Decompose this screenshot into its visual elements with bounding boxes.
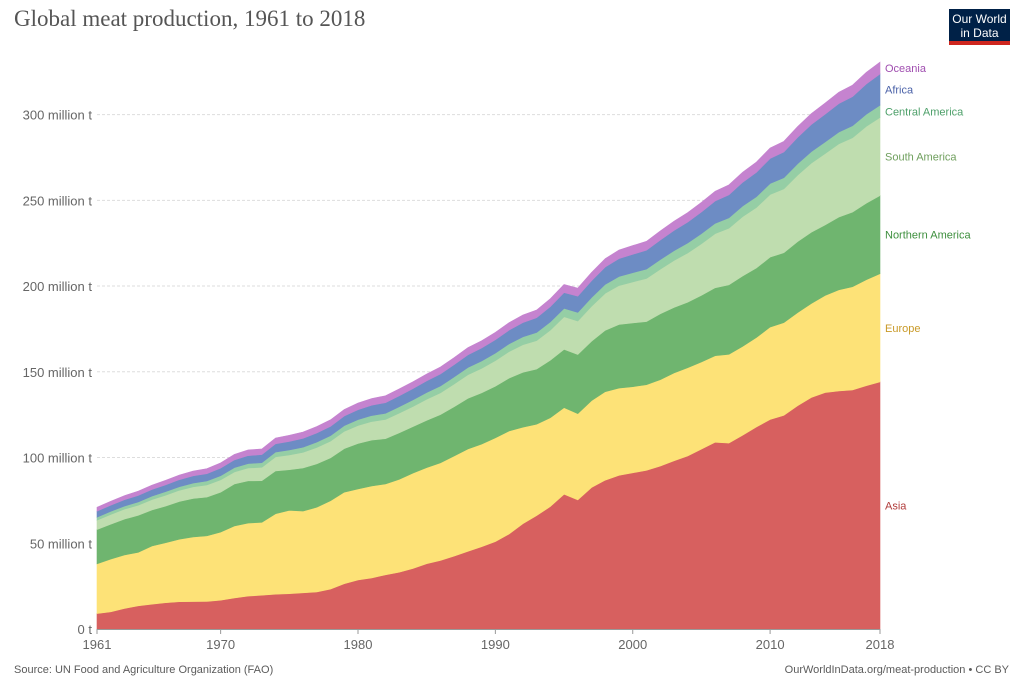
x-tick-label: 1990 bbox=[481, 637, 510, 652]
series-label-europe[interactable]: Europe bbox=[885, 323, 920, 335]
y-tick-label: 250 million t bbox=[23, 193, 93, 208]
x-tick-label: 1961 bbox=[83, 637, 112, 652]
x-tick-label: 1970 bbox=[206, 637, 235, 652]
source-url[interactable]: OurWorldInData.org/meat-production • CC … bbox=[784, 664, 1009, 676]
x-tick-label: 2018 bbox=[866, 637, 895, 652]
x-tick-label: 2010 bbox=[756, 637, 785, 652]
source-note: Source: UN Food and Agriculture Organiza… bbox=[14, 664, 274, 676]
area-series bbox=[96, 61, 881, 630]
y-tick-label: 50 million t bbox=[30, 536, 93, 551]
y-tick-label: 200 million t bbox=[23, 279, 93, 294]
series-label-south-america[interactable]: South America bbox=[885, 152, 957, 164]
logo-line-2: in Data bbox=[960, 26, 999, 40]
area-oceania[interactable] bbox=[96, 61, 881, 512]
logo-red-bar bbox=[949, 41, 1010, 45]
chart-title: Global meat production, 1961 to 2018 bbox=[14, 6, 366, 31]
y-tick-label: 300 million t bbox=[23, 108, 93, 123]
owid-logo[interactable]: Our World in Data bbox=[949, 9, 1010, 45]
axes: 0 t 50 million t 100 million t 150 million … bbox=[23, 108, 895, 652]
x-tick-label: 1980 bbox=[344, 637, 373, 652]
logo-line-1: Our World bbox=[952, 12, 1007, 26]
y-tick-label: 150 million t bbox=[23, 365, 93, 380]
series-label-oceania[interactable]: Oceania bbox=[885, 63, 927, 75]
y-tick-label: 100 million t bbox=[23, 451, 93, 466]
series-label-northern-america[interactable]: Northern America bbox=[885, 230, 971, 242]
series-label-africa[interactable]: Africa bbox=[885, 85, 914, 97]
series-labels: Asia Europe Northern America South America C… bbox=[885, 63, 971, 512]
x-tick-label: 2000 bbox=[618, 637, 647, 652]
y-tick-label: 0 t bbox=[78, 622, 93, 637]
series-label-central-america[interactable]: Central America bbox=[885, 106, 964, 118]
series-label-asia[interactable]: Asia bbox=[885, 500, 907, 512]
